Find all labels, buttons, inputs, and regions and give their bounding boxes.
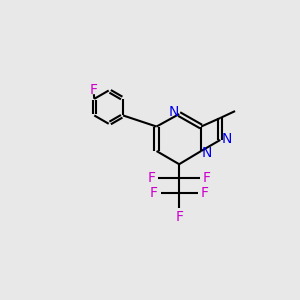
Text: F: F (147, 171, 155, 185)
Text: F: F (150, 186, 158, 200)
Text: N: N (202, 146, 212, 160)
Text: F: F (201, 186, 208, 200)
Text: F: F (175, 210, 183, 224)
Text: F: F (203, 171, 211, 185)
Text: F: F (89, 82, 97, 97)
Text: N: N (168, 105, 178, 119)
Text: N: N (222, 132, 232, 146)
